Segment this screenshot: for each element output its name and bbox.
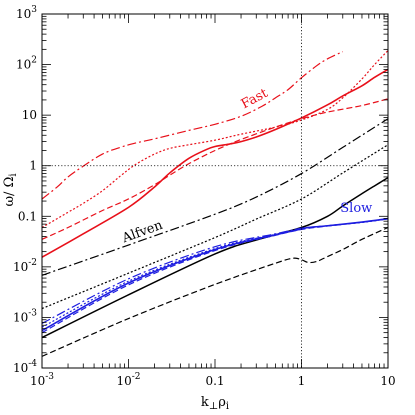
y-tick-label: 1 <box>29 159 37 173</box>
annotation-slow: Slow <box>340 201 372 216</box>
slow-curve-10 <box>42 217 388 332</box>
fast-curve-3 <box>42 98 388 240</box>
y-tick-label: 10-3 <box>13 308 37 324</box>
annotation-alfven: Alfven <box>119 218 165 247</box>
y-tick-label: 102 <box>16 56 37 72</box>
alfven-curve-6 <box>42 177 388 339</box>
y-tick-label: 103 <box>16 5 37 21</box>
reference-lines <box>42 14 388 368</box>
slow-curve-11 <box>42 218 388 334</box>
y-tick-label: 10 <box>22 108 37 122</box>
alfven-curve-7 <box>42 226 388 357</box>
y-tick-label: 10-4 <box>13 359 37 375</box>
alfven-curve-5 <box>42 144 388 310</box>
axis-ticks <box>41 13 389 369</box>
slow-curve-8 <box>42 218 388 324</box>
fast-curve-2 <box>42 68 388 258</box>
y-tick-label: 0.1 <box>18 209 37 223</box>
y-axis-label: ω/ Ωi <box>2 173 19 206</box>
alfven-curve-4 <box>42 118 388 276</box>
fast-curve-0 <box>42 51 344 200</box>
x-axis-label: k⊥ρi <box>201 395 229 412</box>
annotation-fast: Fast <box>239 86 271 113</box>
x-tick-label: 10-3 <box>30 372 54 388</box>
x-tick-label: 0.1 <box>205 374 224 388</box>
plot-frame <box>41 13 389 369</box>
y-tick-label: 10-2 <box>13 258 37 274</box>
x-tick-label: 10-2 <box>116 372 140 388</box>
curves-layer <box>42 50 388 357</box>
fast-curve-1 <box>42 50 388 229</box>
x-tick-label: 1 <box>298 374 306 388</box>
x-tick-label: 10 <box>380 374 395 388</box>
